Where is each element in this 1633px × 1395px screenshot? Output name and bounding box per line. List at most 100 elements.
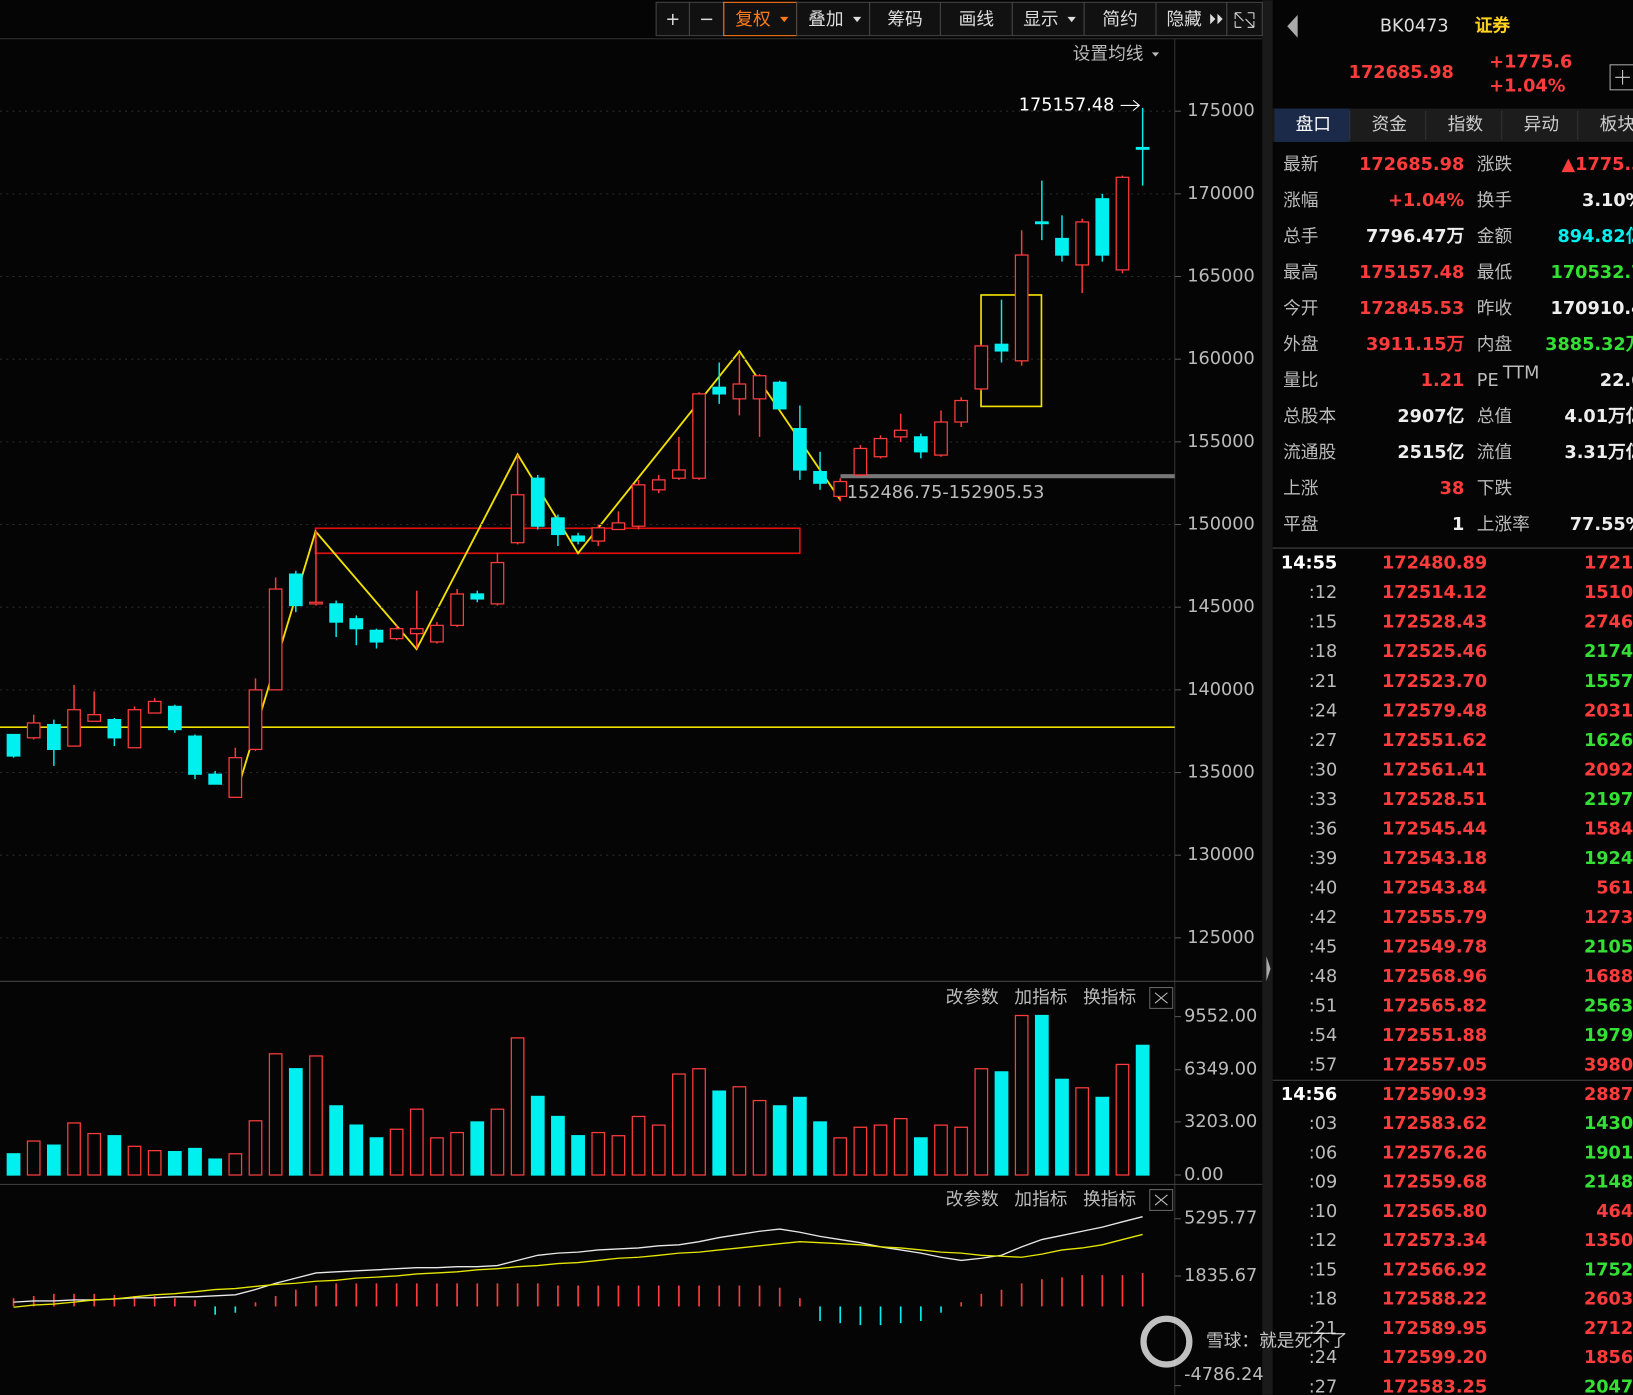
volume-tick-label: 0.00 (1184, 1165, 1223, 1185)
tick-volume: 12730 (1584, 908, 1633, 928)
tick-time: :18 (1309, 1290, 1337, 1310)
stat-label: 流值 (1477, 442, 1512, 463)
stat-label-sup: TTM (1502, 364, 1540, 384)
candle-body (853, 447, 868, 476)
volume-bar (409, 1108, 424, 1176)
volume-bar (913, 1137, 928, 1176)
tick-time: :10 (1309, 1202, 1337, 1222)
add-button[interactable] (1609, 64, 1633, 91)
active-tab[interactable] (1274, 108, 1350, 142)
volume-bar (147, 1150, 162, 1176)
tick-price: 172523.70 (1382, 672, 1487, 692)
volume-bar (732, 1086, 747, 1176)
change-pct: +1.04% (1489, 77, 1565, 97)
panel-button[interactable]: 换指标 (1083, 987, 1136, 1008)
tick-time: :12 (1309, 1231, 1337, 1251)
tick-price: 172545.44 (1382, 819, 1487, 839)
panel-button[interactable]: 换指标 (1083, 1189, 1136, 1210)
close-button[interactable] (1149, 1189, 1174, 1211)
stat-value: 2515亿 (1397, 441, 1464, 463)
plus-icon (1615, 70, 1630, 85)
tick-price: 172568.96 (1382, 967, 1487, 987)
volume-bar (470, 1121, 485, 1176)
close-button[interactable] (1149, 987, 1174, 1009)
toolbar-button[interactable] (655, 1, 690, 37)
stat-value: 1.21 (1421, 371, 1465, 391)
ma-setting[interactable]: 设置均线 (1073, 43, 1144, 64)
tick-volume: 15574 (1584, 672, 1633, 692)
candle-body (1115, 176, 1130, 271)
candle-body (450, 593, 464, 627)
y-tick-label: 135000 (1187, 763, 1255, 783)
stat-label: 涨跌 (1477, 154, 1513, 175)
tab[interactable]: 异动 (1524, 114, 1559, 135)
tab[interactable]: 盘口 (1296, 114, 1331, 135)
candle-body (712, 386, 727, 395)
candle-body (651, 479, 666, 491)
y-tick-label: 175000 (1187, 101, 1255, 121)
range-label: 152486.75-152905.53 (847, 483, 1045, 503)
volume-bar (591, 1131, 606, 1176)
tick-price: 172589.95 (1382, 1319, 1487, 1339)
tick-price: 172528.51 (1382, 790, 1487, 810)
toolbar-button[interactable] (688, 1, 725, 37)
tick-time: :45 (1309, 938, 1337, 958)
volume-bar (672, 1073, 686, 1176)
toolbar-button[interactable] (723, 1, 798, 37)
tick-volume: 20470 (1584, 1377, 1633, 1395)
tick-volume: 28874 (1584, 1085, 1633, 1105)
indicator-tick-label: 1835.67 (1184, 1266, 1257, 1286)
stat-value: 4.01万亿 (1564, 405, 1633, 427)
stat-value: 38 (1440, 479, 1465, 499)
splitter[interactable] (1262, 0, 1273, 1395)
candle-body (1034, 221, 1049, 225)
toolbar-button[interactable] (1083, 1, 1157, 37)
volume-bar (651, 1124, 666, 1176)
stat-label: 量比 (1283, 370, 1318, 391)
volume-bar (167, 1151, 182, 1176)
stat-value: 2907亿 (1397, 405, 1464, 427)
volume-bar (893, 1118, 908, 1176)
splitter-arrow[interactable] (1266, 956, 1271, 982)
tick-price: 172559.68 (1382, 1173, 1487, 1193)
panel-button[interactable]: 改参数 (946, 1189, 999, 1210)
candle-body (349, 618, 364, 630)
candle-body (1014, 254, 1029, 362)
tab[interactable]: 指数 (1448, 114, 1484, 135)
toolbar-label: 画线 (959, 9, 995, 30)
candle-body (994, 343, 1009, 352)
stat-label: PE (1477, 371, 1499, 391)
panel-button[interactable]: 加指标 (1014, 1189, 1067, 1210)
candle-body (692, 393, 706, 479)
stat-value: 3.10% (1582, 191, 1633, 211)
candle-body (46, 723, 61, 751)
candle-body (1135, 146, 1150, 150)
tick-time: :18 (1309, 642, 1337, 662)
panel-button[interactable]: 改参数 (946, 987, 999, 1008)
toolbar-button[interactable] (939, 1, 1013, 37)
stat-value: 175157.48 (1359, 263, 1464, 283)
candle-body (329, 603, 344, 623)
tick-price: 172557.05 (1382, 1056, 1487, 1076)
tick-time: :42 (1309, 908, 1337, 928)
stat-value: 7796.47万 (1366, 227, 1464, 247)
tick-time: :48 (1309, 967, 1337, 987)
toolbar-label: 复权 (735, 9, 771, 30)
toolbar-button[interactable] (1226, 1, 1263, 37)
tab[interactable]: 资金 (1372, 114, 1408, 135)
panel-button[interactable]: 加指标 (1014, 987, 1067, 1008)
tick-volume: 14301 (1584, 1114, 1633, 1134)
tab[interactable]: 板块 (1600, 114, 1633, 135)
tick-price: 172480.89 (1382, 554, 1487, 574)
stat-label: 今开 (1283, 298, 1318, 319)
back-arrow[interactable] (1287, 14, 1298, 38)
candle-body (1075, 221, 1090, 266)
watermark-logo (1140, 1315, 1193, 1368)
tick-volume: 25631 (1584, 997, 1633, 1017)
candle-body (167, 705, 182, 731)
candle-body (793, 428, 807, 471)
y-tick-label: 125000 (1187, 928, 1255, 948)
expand-icon (1210, 13, 1223, 25)
volume-bar (752, 1099, 767, 1176)
